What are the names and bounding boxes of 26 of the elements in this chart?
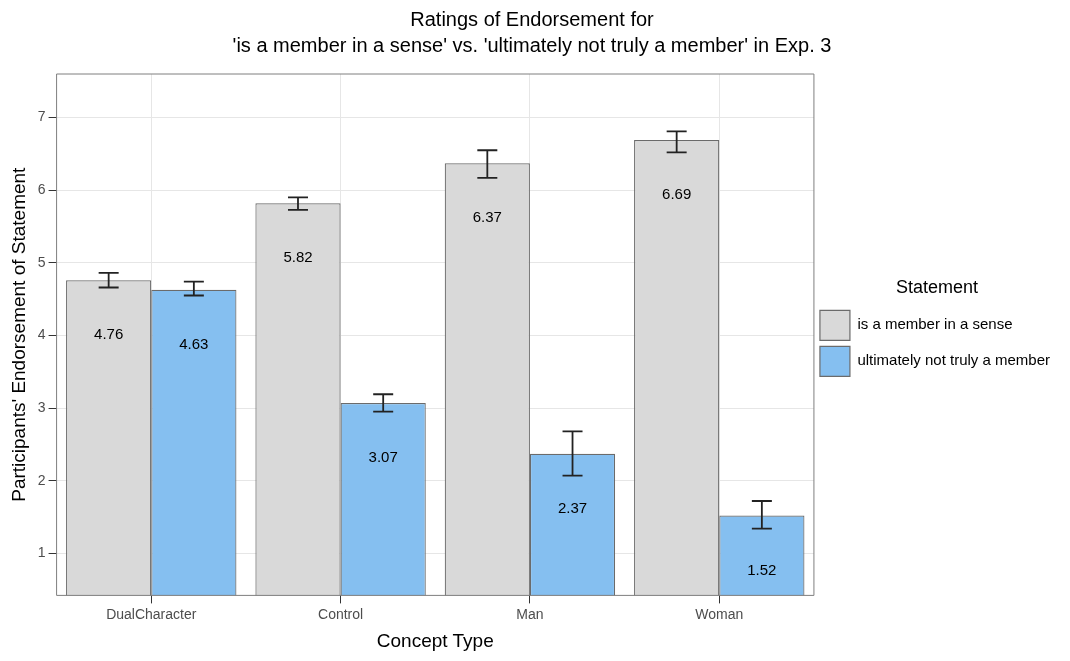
x-tick-label: Control xyxy=(318,605,364,622)
data-label: 2.37 xyxy=(557,498,588,516)
data-label: 5.82 xyxy=(283,248,313,266)
data-label: 3.07 xyxy=(368,448,398,466)
y-tick-label: 7 xyxy=(37,108,46,125)
legend-label: ultimately not truly a member xyxy=(857,351,1051,369)
data-label: 6.69 xyxy=(662,185,692,203)
data-label: 1.52 xyxy=(747,560,777,578)
chart-title: Ratings of Endorsement for xyxy=(410,7,655,30)
y-axis-title: Participants' Endorsement of Statement xyxy=(7,166,29,502)
x-tick-label: Man xyxy=(516,605,544,622)
chart-subtitle: 'is a member in a sense' vs. 'ultimately not truly a member' in Exp. 3 xyxy=(232,33,832,56)
data-label: 6.37 xyxy=(472,208,502,226)
y-tick-label: 3 xyxy=(37,398,46,415)
legend-title: Statement xyxy=(895,276,978,297)
y-tick-label: 2 xyxy=(37,471,46,488)
legend-label: is a member in a sense xyxy=(857,315,1013,333)
data-label: 4.76 xyxy=(94,325,124,343)
y-tick-label: 5 xyxy=(37,253,46,270)
y-tick-label: 1 xyxy=(37,544,46,561)
y-tick-label: 6 xyxy=(37,181,46,198)
x-tick-label: DualCharacter xyxy=(106,605,197,622)
data-label: 4.63 xyxy=(179,334,209,352)
x-axis-title: Concept Type xyxy=(376,629,494,651)
x-tick-label: Woman xyxy=(695,605,744,622)
y-tick-label: 4 xyxy=(37,326,46,343)
